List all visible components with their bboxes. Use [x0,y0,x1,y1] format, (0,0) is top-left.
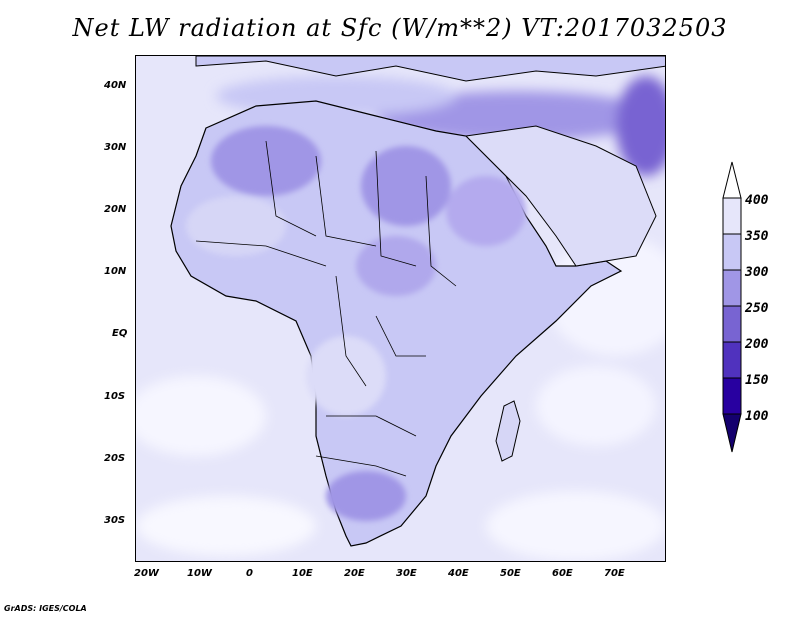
lon-tick-label: 10W [187,568,212,579]
lon-tick-label: 70E [604,568,625,579]
lon-tick-label: 50E [500,568,521,579]
country-borders [195,140,457,477]
africa-landmass [170,56,665,547]
land-shading [186,126,526,521]
lon-tick-label: 30E [396,568,417,579]
colorbar-label: 350 [745,229,769,244]
lon-tick-label: 60E [552,568,573,579]
colorbar-label: 200 [745,337,769,352]
colorbar-top-arrow [722,161,742,199]
colorbar-label: 100 [745,409,769,424]
colorbar-band [722,305,742,343]
lat-tick-label: 10S [104,391,126,402]
map-panel [135,55,666,562]
lat-tick-label: 40N [104,80,127,91]
colorbar-band [722,341,742,379]
colorbar-band [722,197,742,235]
madagascar-outline [495,400,521,462]
colorbar-band [722,377,742,415]
colorbar-label: 300 [745,265,769,280]
lat-tick-label: 30S [104,515,126,526]
lat-tick-label: 20S [104,453,126,464]
map-title: Net LW radiation at Sfc (W/m**2) VT:2017… [72,14,728,42]
colorbar-label: 150 [745,373,769,388]
colorbar-band [722,233,742,271]
lat-tick-label: 20N [104,204,127,215]
lon-tick-label: 10E [292,568,313,579]
colorbar-band [722,269,742,307]
lat-tick-label: 30N [104,142,127,153]
lon-tick-label: 40E [448,568,469,579]
radiation-field [136,56,665,561]
lon-tick-label: 20E [344,568,365,579]
lat-tick-label: 10N [104,266,127,277]
arabia-outline [464,125,657,267]
lat-tick-label: EQ [112,328,128,339]
lon-tick-label: 0 [246,568,253,579]
europe-outline [195,56,665,82]
colorbar [722,161,742,453]
colorbar-label: 250 [745,301,769,316]
colorbar-bottom-arrow [722,413,742,453]
lon-tick-label: 20W [134,568,159,579]
colorbar-label: 400 [745,193,769,208]
ocean-patches [136,76,665,561]
footer-credit: GrADS: IGES/COLA [4,604,87,613]
